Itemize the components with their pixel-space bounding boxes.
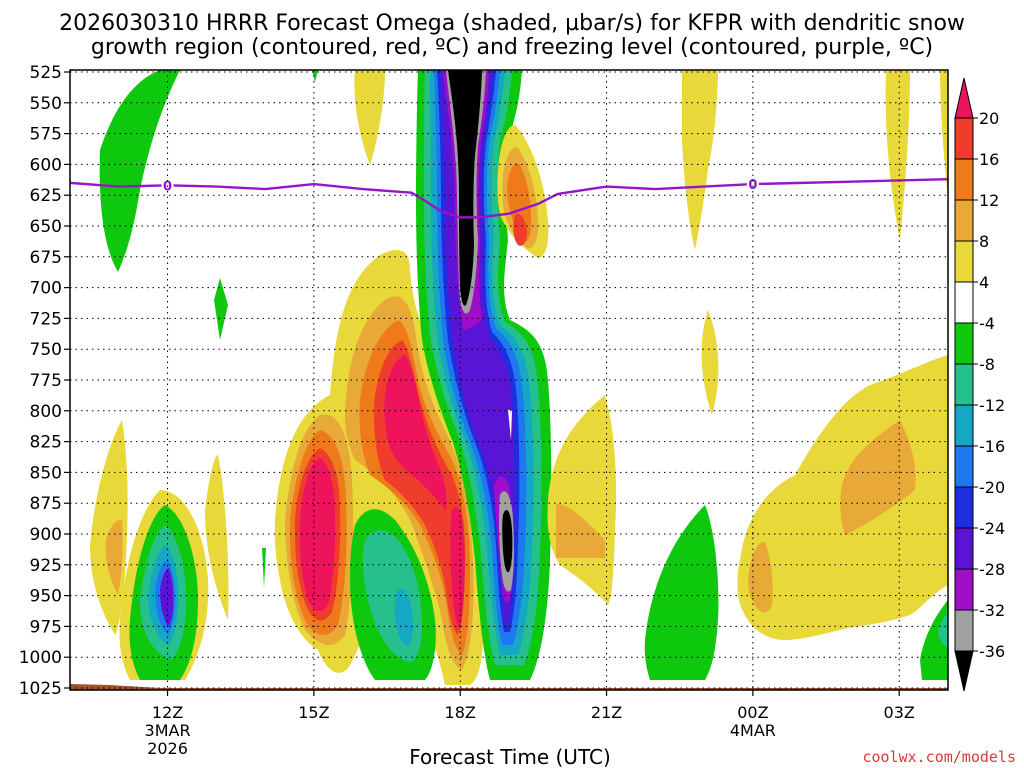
- y-tick-label: 700: [30, 279, 62, 299]
- colorbar-label: 20: [979, 109, 999, 128]
- colorbar-swatch: [954, 322, 974, 365]
- x-tick-label: 00Z: [737, 703, 768, 722]
- colorbar-swatch: [954, 404, 974, 447]
- y-tick-label: 775: [30, 371, 62, 391]
- y-tick-label: 800: [30, 402, 62, 422]
- contour-label-bg: [746, 177, 759, 192]
- contour-label-bg: [161, 178, 174, 193]
- colorbar-top-arrow: [954, 77, 974, 119]
- x-axis-title: Forecast Time (UTC): [409, 745, 611, 768]
- colorbar-label: -32: [979, 601, 1005, 620]
- omega-region: [556, 504, 605, 558]
- omega-region: [502, 510, 513, 573]
- omega-region: [513, 213, 527, 246]
- omega-region: [840, 420, 916, 535]
- omega-region: [160, 568, 174, 626]
- colorbar-label: 12: [979, 191, 999, 210]
- y-tick-label: 650: [30, 217, 62, 237]
- colorbar-label: -28: [979, 560, 1005, 579]
- chart-title-line1: 2026030310 HRRR Forecast Omega (shaded, …: [59, 11, 965, 36]
- colorbar-label: -12: [979, 396, 1005, 415]
- chart-title-line2: growth region (contoured, red, ºC) and f…: [91, 35, 933, 60]
- terrain-strip: [70, 684, 948, 690]
- omega-region: [644, 505, 719, 680]
- x-tick-date: 3MAR: [145, 721, 191, 740]
- plot-grid: [70, 70, 948, 690]
- omega-region: [508, 410, 512, 440]
- colorbar-label: 16: [979, 150, 999, 169]
- y-tick-label: 825: [30, 433, 62, 453]
- omega-region: [448, 70, 482, 306]
- x-tick-label: 03Z: [884, 703, 915, 722]
- colorbar-label: -24: [979, 519, 1005, 538]
- x-tick-label: 21Z: [591, 703, 622, 722]
- y-tick-label: 875: [30, 494, 62, 514]
- omega-region: [105, 519, 123, 595]
- x-tick-date: 4MAR: [730, 721, 776, 740]
- colorbar-swatch: [954, 199, 974, 242]
- omega-region: [920, 600, 948, 680]
- colorbar-label: -20: [979, 478, 1005, 497]
- colorbar-swatch: [954, 486, 974, 529]
- colorbar-label: -8: [979, 355, 995, 374]
- x-tick-label: 15Z: [298, 703, 329, 722]
- omega-region: [354, 70, 385, 165]
- colorbar-swatch: [954, 568, 974, 611]
- y-tick-label: 750: [30, 340, 62, 360]
- colorbar-swatch: [954, 158, 974, 201]
- colorbar-swatch: [954, 281, 974, 324]
- colorbar-swatch: [954, 609, 974, 652]
- colorbar-label: -4: [979, 314, 995, 333]
- omega-region: [394, 589, 414, 646]
- omega-region: [701, 310, 719, 415]
- y-tick-label: 975: [30, 617, 62, 637]
- y-tick-label: 900: [30, 525, 62, 545]
- omega-region: [450, 506, 465, 630]
- colorbar-label: 8: [979, 232, 989, 251]
- colorbar-bottom-arrow: [954, 650, 974, 692]
- x-tick-label: 18Z: [445, 703, 476, 722]
- y-tick-label: 850: [30, 463, 62, 483]
- y-tick-label: 950: [30, 587, 62, 607]
- omega-region: [262, 548, 266, 588]
- colorbar-swatch: [954, 527, 974, 570]
- y-tick-label: 600: [30, 155, 62, 175]
- y-axis: 525 550 575 600 625 650 675 700 725 750 775 800 825 8…: [19, 63, 70, 699]
- colorbar-label: -36: [979, 642, 1005, 661]
- x-tick-year: 2026: [147, 739, 188, 758]
- omega-region: [748, 541, 773, 613]
- omega-region: [214, 278, 228, 340]
- y-tick-label: 550: [30, 94, 62, 114]
- colorbar-swatch: [954, 363, 974, 406]
- omega-region: [507, 163, 532, 242]
- omega-region: [299, 458, 336, 612]
- y-tick-label: 1025: [19, 679, 62, 699]
- colorbar-swatch: [954, 240, 974, 283]
- y-tick-label: 925: [30, 556, 62, 576]
- omega-region: [205, 455, 229, 620]
- x-tick-label: 12Z: [152, 703, 183, 722]
- omega-region: [682, 70, 718, 250]
- omega-region: [384, 355, 447, 510]
- colorbar-swatch: [954, 445, 974, 488]
- y-tick-label: 575: [30, 125, 62, 145]
- colorbar: 20 16 12 8 4 -4 -8 -12 -16 -20 -24 -28 -32 -36: [954, 77, 1005, 692]
- colorbar-label: 4: [979, 273, 989, 292]
- colorbar-label: -16: [979, 437, 1005, 456]
- omega-region: [885, 70, 910, 240]
- y-tick-label: 625: [30, 186, 62, 206]
- y-tick-label: 525: [30, 63, 62, 83]
- credit-text: coolwx.com/models: [862, 748, 1016, 766]
- omega-region: [938, 612, 948, 648]
- y-tick-label: 1000: [19, 648, 62, 668]
- freezing-level-line: [70, 177, 948, 219]
- y-tick-label: 725: [30, 309, 62, 329]
- omega-region: [99, 70, 180, 272]
- y-tick-label: 675: [30, 248, 62, 268]
- colorbar-swatch: [954, 117, 974, 160]
- omega-region: [312, 70, 318, 82]
